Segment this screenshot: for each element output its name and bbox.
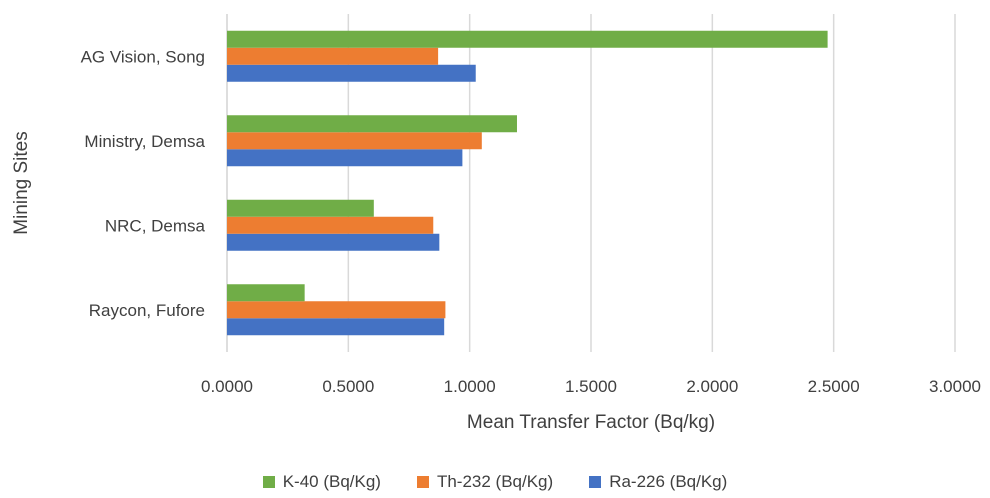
bar: [227, 47, 439, 65]
x-tick-label: 1.5000: [565, 377, 617, 396]
legend-label: Ra-226 (Bq/Kg): [609, 472, 728, 491]
bar: [227, 149, 463, 167]
bar: [227, 30, 828, 48]
bar: [227, 64, 476, 82]
legend-item: Ra-226 (Bq/Kg): [589, 472, 727, 492]
x-tick-label: 1.0000: [444, 377, 496, 396]
x-tick-label: 3.0000: [929, 377, 981, 396]
legend-item: Th-232 (Bq/Kg): [416, 472, 554, 492]
legend-swatch: [589, 476, 602, 488]
y-category-label: NRC, Demsa: [105, 216, 206, 235]
bar-chart: 0.0000 0.5000 1.0000 1.5000 2.0000 2.5000 3.00…: [11, 14, 981, 433]
legend-swatch: [416, 476, 429, 488]
bar: [227, 115, 517, 133]
x-axis-ticks: 0.0000 0.5000 1.0000 1.5000 2.0000 2.5000 3.00…: [201, 377, 981, 396]
legend-label: Th-232 (Bq/Kg): [436, 472, 554, 491]
x-tick-label: 0.0000: [201, 377, 253, 396]
legend: K-40 (Bq/Kg) Th-232 (Bq/Kg) Ra-226 (Bq/Kg): [0, 472, 990, 492]
y-axis-title: Mining Sites: [11, 131, 32, 235]
bar: [227, 132, 482, 150]
y-category-label: Ministry, Demsa: [84, 132, 205, 151]
bar: [227, 284, 305, 302]
x-tick-label: 2.0000: [686, 377, 738, 396]
x-axis-title: Mean Transfer Factor (Bq/kg): [467, 412, 715, 433]
bar: [227, 233, 440, 251]
y-axis-categories: Raycon, Fufore NRC, Demsa Ministry, Demsa A…: [81, 47, 206, 320]
bar: [227, 216, 434, 234]
legend-item: K-40 (Bq/Kg): [262, 472, 381, 492]
bar: [227, 318, 445, 336]
bar: [227, 301, 446, 319]
x-tick-label: 0.5000: [322, 377, 374, 396]
y-category-label: Raycon, Fufore: [89, 301, 205, 320]
bars: [227, 30, 828, 336]
bar: [227, 199, 374, 217]
legend-swatch: [262, 476, 275, 488]
legend-label: K-40 (Bq/Kg): [282, 472, 381, 491]
x-tick-label: 2.5000: [808, 377, 860, 396]
y-category-label: AG Vision, Song: [81, 47, 205, 66]
